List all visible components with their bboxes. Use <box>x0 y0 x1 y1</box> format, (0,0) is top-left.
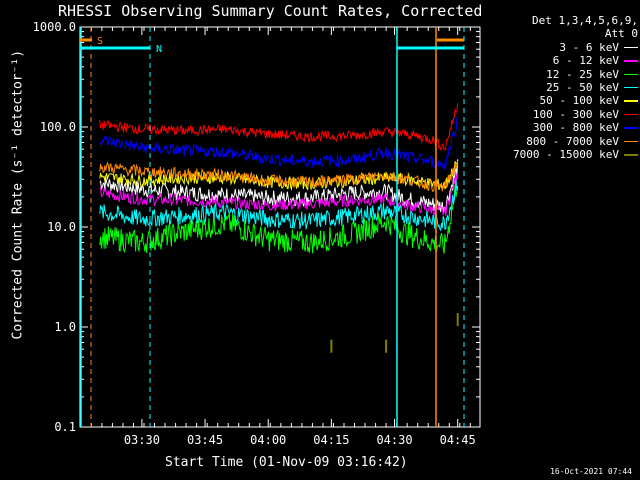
series-line-0 <box>99 159 459 214</box>
legend-swatch <box>624 140 638 143</box>
x-tick-label: 04:00 <box>250 433 286 447</box>
legend-swatch <box>624 127 638 129</box>
legend-item: 50 - 100 keV <box>480 94 638 107</box>
series-line-5 <box>99 103 459 151</box>
legend-item: 6 - 12 keV <box>480 54 638 67</box>
series-line-6 <box>99 115 459 170</box>
x-tick-label: 04:30 <box>376 433 412 447</box>
plot-axes: 1000.0 100.0 10.0 1.0 0.1 03:30 03:45 04:00 04:1… <box>33 20 481 447</box>
legend-item: 800 - 7000 keV <box>480 135 638 148</box>
x-tick-label: 04:45 <box>440 433 476 447</box>
x-tick-label: 04:15 <box>313 433 349 447</box>
legend-swatch <box>624 100 638 102</box>
legend-item: 3 - 6 keV <box>480 41 638 54</box>
y-tick-label: 100.0 <box>40 120 76 134</box>
y-tick-label: 10.0 <box>47 220 76 234</box>
legend-swatch <box>624 46 638 49</box>
legend-label: 100 - 300 keV <box>532 107 619 121</box>
plot-markers: SN <box>80 27 465 427</box>
legend-header-line-2: Att 0 <box>604 27 638 41</box>
legend-item: 25 - 50 keV <box>480 81 638 94</box>
chart-legend: Det 1,3,4,5,6,9, Att 0 3 - 6 keV 6 - 12 k… <box>480 14 638 161</box>
y-axis-label: Corrected Count Rate (s⁻¹ detector⁻¹) <box>10 49 26 340</box>
legend-label: 50 - 100 keV <box>539 94 619 108</box>
timestamp-footer: 16-Oct-2021 07:44 <box>550 467 632 476</box>
legend-swatch <box>624 154 638 156</box>
series-line-7 <box>99 160 459 193</box>
legend-label: 6 - 12 keV <box>552 54 619 68</box>
legend-label: 800 - 7000 keV <box>526 134 619 148</box>
night-flag-label: N <box>156 44 162 55</box>
series-line-3 <box>99 179 459 232</box>
legend-item: 7000 - 15000 keV <box>480 148 638 161</box>
legend-label: 12 - 25 keV <box>546 67 619 81</box>
legend-swatch <box>624 60 638 62</box>
legend-label: 300 - 800 keV <box>532 121 619 135</box>
plot-frame <box>79 26 481 428</box>
legend-item: 100 - 300 keV <box>480 108 638 121</box>
legend-item: 300 - 800 keV <box>480 121 638 134</box>
legend-item: 12 - 25 keV <box>480 68 638 81</box>
plot-data <box>99 103 459 353</box>
x-tick-label: 03:45 <box>187 433 223 447</box>
legend-swatch <box>624 113 638 116</box>
legend-swatch <box>624 73 638 76</box>
y-tick-label: 1.0 <box>54 320 76 334</box>
legend-header-line-1: Det 1,3,4,5,6,9, <box>532 14 638 27</box>
legend-label: 3 - 6 keV <box>559 40 619 54</box>
chart-title: RHESSI Observing Summary Count Rates, Co… <box>58 2 483 20</box>
x-tick-label: 03:30 <box>124 433 160 447</box>
y-tick-label: 1000.0 <box>33 20 76 34</box>
legend-label: 7000 - 15000 keV <box>513 148 619 162</box>
legend-label: 25 - 50 keV <box>546 81 619 95</box>
y-tick-label: 0.1 <box>54 420 76 434</box>
x-axis-label: Start Time (01-Nov-09 03:16:42) <box>165 455 408 470</box>
saa-flag-label: S <box>97 36 103 47</box>
legend-swatch <box>624 86 638 89</box>
series-line-2 <box>99 185 459 254</box>
